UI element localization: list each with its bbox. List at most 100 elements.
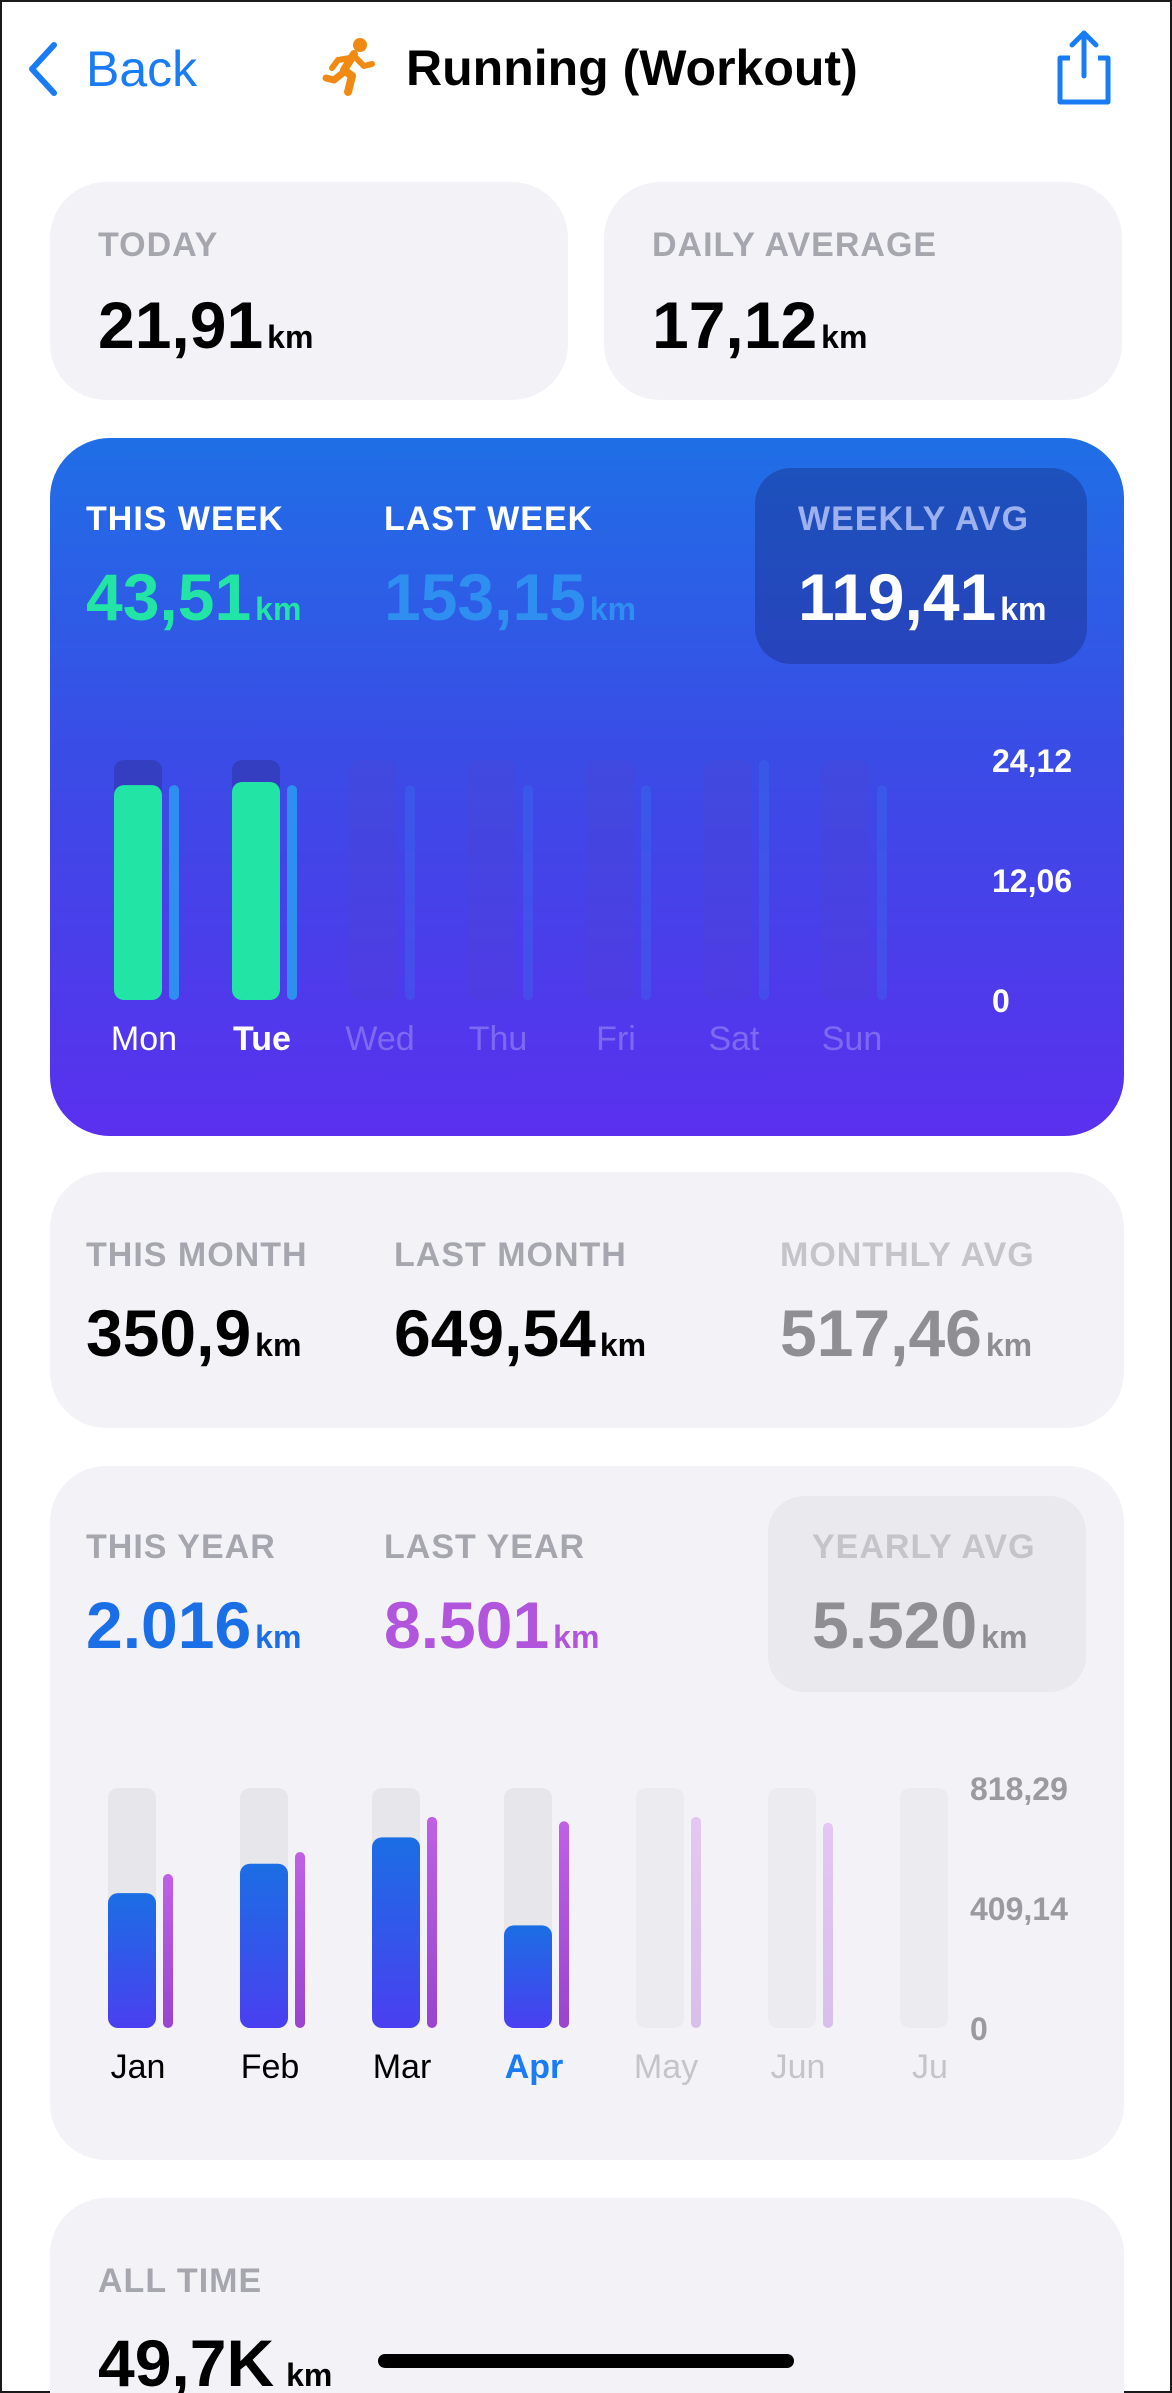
this-period-bar: [108, 1893, 156, 2028]
last-year-label: LAST YEAR: [384, 1528, 586, 1566]
today-card[interactable]: TODAY 21,91 km: [50, 182, 568, 400]
weekly-avg-value: 119,41: [798, 560, 997, 634]
y-tick-label: 0: [970, 2011, 988, 2047]
last-week-label: LAST WEEK: [384, 500, 594, 538]
bar-track: [822, 760, 870, 1000]
weekly-avg-box: [755, 468, 1087, 664]
month-card[interactable]: THIS MONTH 350,9 km LAST MONTH 649,54 km M…: [50, 1172, 1124, 1428]
last-period-bar: [287, 785, 297, 1000]
category-label: May: [634, 2048, 698, 2086]
this-week-value-group: 43,51 km: [86, 564, 301, 630]
nav-header: Back Running (Workout): [0, 0, 1172, 140]
this-month-label: THIS MONTH: [86, 1236, 308, 1274]
category-label: Fri: [596, 1020, 636, 1058]
all-time-unit: km: [286, 2357, 333, 2393]
last-week-value: 153,15: [384, 560, 586, 634]
bar-track: [468, 760, 516, 1000]
this-week-unit: km: [255, 591, 302, 627]
last-period-bar: [641, 785, 651, 1000]
this-year-value-group: 2.016 km: [86, 1592, 301, 1658]
week-card[interactable]: THIS WEEK 43,51 km LAST WEEK 153,15 km WEE…: [50, 438, 1124, 1136]
bar-track: [586, 760, 634, 1000]
daily-average-value: 17,12: [652, 288, 818, 362]
y-tick-label: 818,29: [970, 1771, 1068, 1807]
last-year-value-group: 8.501 km: [384, 1592, 599, 1658]
last-period-bar: [691, 1816, 701, 2028]
this-month-value: 350,9: [86, 1296, 252, 1370]
weekly-avg-unit: km: [1000, 591, 1047, 627]
last-month-unit: km: [599, 1327, 647, 1363]
last-month-label: LAST MONTH: [394, 1236, 627, 1274]
share-icon[interactable]: [1052, 28, 1116, 108]
last-period-bar: [823, 1822, 833, 2028]
today-unit: km: [267, 319, 314, 355]
last-period-bar: [759, 760, 769, 1000]
yearly-avg-value-group: 5.520 km: [812, 1592, 1027, 1658]
this-week-label: THIS WEEK: [86, 500, 284, 538]
yearly-bar-chart: Jan Feb Mar Apr May Jun Ju 818,29 409,14 0: [108, 1771, 1068, 2086]
monthly-avg-value-group: 517,46 km: [780, 1300, 1032, 1366]
this-week-value: 43,51: [86, 560, 252, 634]
this-period-bar: [240, 1863, 288, 2028]
category-label: Mon: [111, 1020, 177, 1058]
all-time-value-group: 49,7K km: [98, 2330, 332, 2393]
bar-track: [350, 760, 398, 1000]
last-period-bar: [169, 785, 179, 1000]
category-label: Mar: [373, 2048, 432, 2086]
category-label: Jun: [771, 2048, 826, 2086]
last-period-bar: [427, 1816, 437, 2028]
this-period-bar: [504, 1925, 552, 2028]
category-label: Tue: [233, 1020, 291, 1058]
category-label: Wed: [345, 1020, 414, 1058]
y-tick-label: 0: [992, 983, 1010, 1019]
today-value-group: 21,91 km: [98, 292, 313, 358]
all-time-value: 49,7K: [98, 2326, 275, 2393]
this-period-bar: [114, 785, 162, 1000]
category-label: Sun: [822, 1020, 883, 1058]
last-year-value: 8.501: [384, 1588, 550, 1662]
yearly-avg-unit: km: [981, 1619, 1028, 1655]
bar-track: [768, 1788, 816, 2028]
daily-average-card[interactable]: DAILY AVERAGE 17,12 km: [604, 182, 1122, 400]
last-week-value-group: 153,15 km: [384, 564, 636, 630]
last-period-bar: [559, 1821, 569, 2028]
category-label: Thu: [469, 1020, 528, 1058]
runner-icon: [322, 38, 375, 96]
last-month-value-group: 649,54 km: [394, 1300, 646, 1366]
monthly-avg-value: 517,46: [780, 1296, 982, 1370]
this-period-bar: [232, 781, 280, 1000]
back-label: Back: [86, 41, 198, 97]
category-label: Feb: [241, 2048, 300, 2086]
this-month-value-group: 350,9 km: [86, 1300, 301, 1366]
bar-track: [636, 1788, 684, 2028]
chevron-left-icon: [29, 42, 57, 96]
bar-track: [704, 760, 752, 1000]
last-period-bar: [405, 785, 415, 1000]
y-tick-label: 24,12: [992, 743, 1072, 779]
title-group: Running (Workout): [320, 32, 858, 104]
last-period-bar: [295, 1852, 305, 2028]
today-label: TODAY: [98, 226, 219, 264]
back-button[interactable]: Back: [24, 34, 197, 104]
last-month-value: 649,54: [394, 1296, 596, 1370]
today-value: 21,91: [98, 288, 264, 362]
monthly-avg-label: MONTHLY AVG: [780, 1236, 1035, 1274]
daily-average-label: DAILY AVERAGE: [652, 226, 938, 264]
weekly-avg-value-group: 119,41 km: [798, 564, 1046, 630]
yearly-avg-box: [768, 1496, 1086, 1692]
this-year-label: THIS YEAR: [86, 1528, 276, 1566]
last-period-bar: [877, 785, 887, 1000]
yearly-avg-label: YEARLY AVG: [812, 1528, 1036, 1566]
year-card[interactable]: THIS YEAR 2.016 km LAST YEAR 8.501 km YEAR…: [50, 1466, 1124, 2160]
last-year-unit: km: [553, 1619, 600, 1655]
category-label: Jan: [111, 2048, 166, 2086]
page-title: Running (Workout): [406, 40, 858, 96]
yearly-avg-value: 5.520: [812, 1588, 978, 1662]
home-indicator[interactable]: [378, 2354, 794, 2368]
daily-average-value-group: 17,12 km: [652, 292, 867, 358]
this-year-unit: km: [255, 1619, 302, 1655]
last-period-bar: [523, 785, 533, 1000]
weekly-avg-label: WEEKLY AVG: [798, 500, 1030, 538]
this-month-unit: km: [255, 1327, 302, 1363]
category-label: Apr: [505, 2048, 564, 2086]
